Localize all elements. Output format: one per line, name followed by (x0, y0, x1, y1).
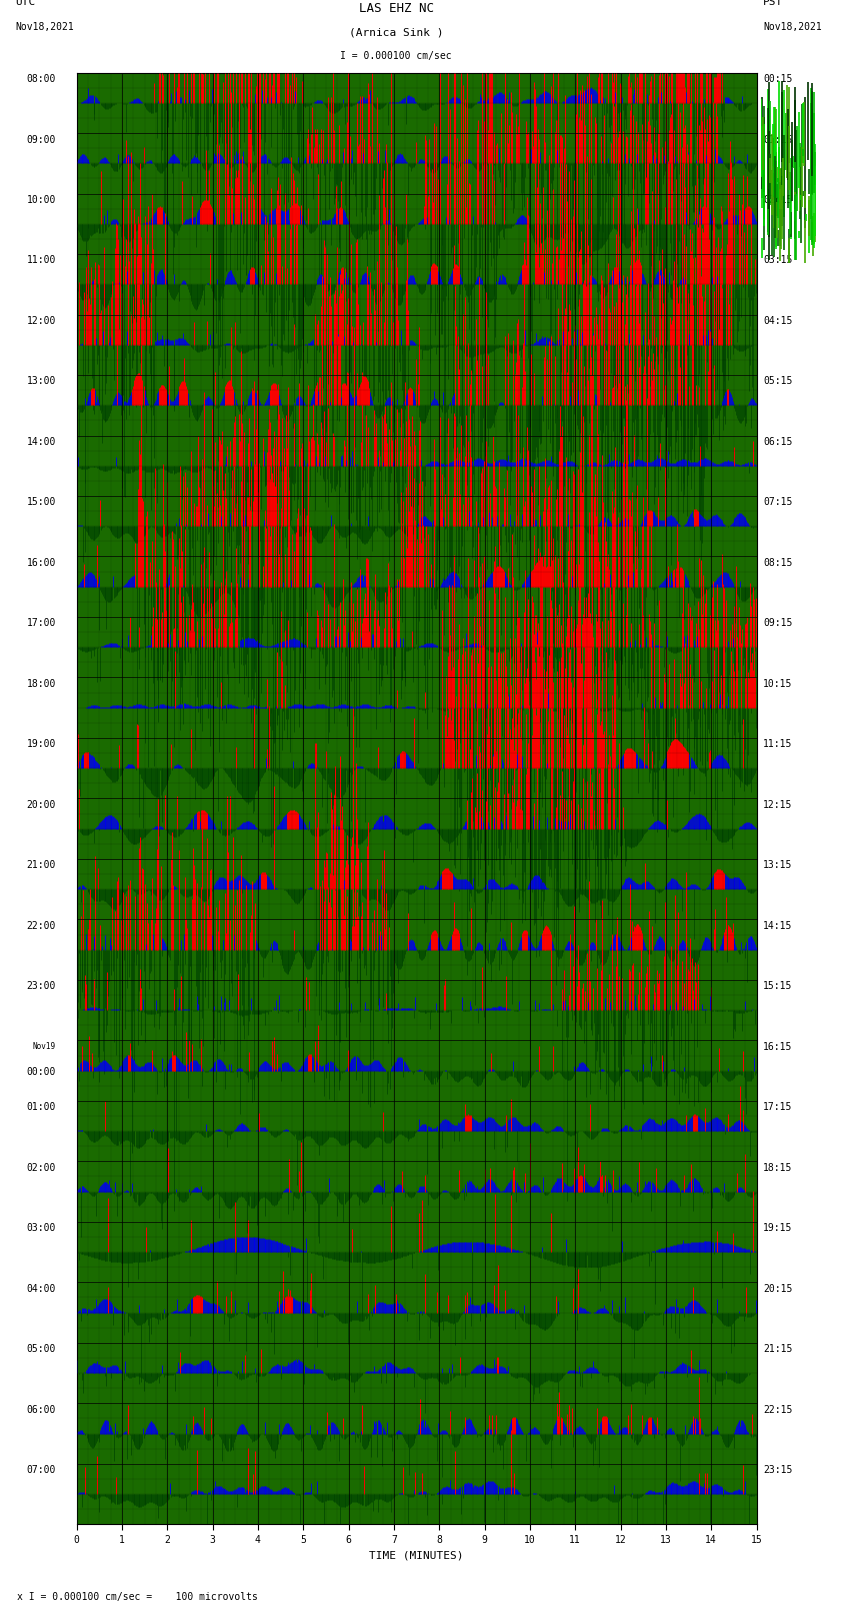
Text: 13:00: 13:00 (26, 376, 56, 387)
Text: Nov18,2021: Nov18,2021 (763, 23, 822, 32)
Text: 10:00: 10:00 (26, 195, 56, 205)
Text: Nov19: Nov19 (33, 1042, 56, 1050)
Text: 06:15: 06:15 (763, 437, 793, 447)
Text: 13:15: 13:15 (763, 860, 793, 871)
Text: x I = 0.000100 cm/sec =    100 microvolts: x I = 0.000100 cm/sec = 100 microvolts (17, 1592, 258, 1602)
Text: UTC: UTC (15, 0, 36, 6)
Text: 19:00: 19:00 (26, 739, 56, 750)
Text: 15:00: 15:00 (26, 497, 56, 508)
Text: 04:15: 04:15 (763, 316, 793, 326)
Text: 11:00: 11:00 (26, 255, 56, 266)
Text: 08:15: 08:15 (763, 558, 793, 568)
Text: 07:15: 07:15 (763, 497, 793, 508)
Text: 22:00: 22:00 (26, 921, 56, 931)
Text: 00:15: 00:15 (763, 74, 793, 84)
Text: 12:15: 12:15 (763, 800, 793, 810)
Text: 18:00: 18:00 (26, 679, 56, 689)
Text: 20:00: 20:00 (26, 800, 56, 810)
Text: 17:00: 17:00 (26, 618, 56, 629)
Text: 01:15: 01:15 (763, 134, 793, 145)
Text: 07:00: 07:00 (26, 1465, 56, 1476)
Text: 10:15: 10:15 (763, 679, 793, 689)
Text: 14:00: 14:00 (26, 437, 56, 447)
Text: 00:00: 00:00 (26, 1066, 56, 1076)
Text: I = 0.000100 cm/sec: I = 0.000100 cm/sec (340, 52, 452, 61)
Text: 18:15: 18:15 (763, 1163, 793, 1173)
Text: Nov18,2021: Nov18,2021 (15, 23, 74, 32)
Text: 15:15: 15:15 (763, 981, 793, 992)
Text: 17:15: 17:15 (763, 1102, 793, 1113)
X-axis label: TIME (MINUTES): TIME (MINUTES) (369, 1550, 464, 1560)
Text: 11:15: 11:15 (763, 739, 793, 750)
Text: 14:15: 14:15 (763, 921, 793, 931)
Text: 16:00: 16:00 (26, 558, 56, 568)
Text: 12:00: 12:00 (26, 316, 56, 326)
Text: 03:00: 03:00 (26, 1223, 56, 1234)
Text: (Arnica Sink ): (Arnica Sink ) (348, 27, 444, 37)
Text: 22:15: 22:15 (763, 1405, 793, 1415)
Text: 08:00: 08:00 (26, 74, 56, 84)
Text: 23:00: 23:00 (26, 981, 56, 992)
Text: 23:15: 23:15 (763, 1465, 793, 1476)
Text: 04:00: 04:00 (26, 1284, 56, 1294)
Text: 21:15: 21:15 (763, 1344, 793, 1355)
Text: 05:00: 05:00 (26, 1344, 56, 1355)
Text: 16:15: 16:15 (763, 1042, 793, 1052)
Text: 06:00: 06:00 (26, 1405, 56, 1415)
Text: 05:15: 05:15 (763, 376, 793, 387)
Text: 21:00: 21:00 (26, 860, 56, 871)
Text: 19:15: 19:15 (763, 1223, 793, 1234)
Text: 09:15: 09:15 (763, 618, 793, 629)
Text: 01:00: 01:00 (26, 1102, 56, 1113)
Text: 09:00: 09:00 (26, 134, 56, 145)
Text: PST: PST (763, 0, 784, 6)
Text: LAS EHZ NC: LAS EHZ NC (359, 2, 434, 15)
Text: 02:15: 02:15 (763, 195, 793, 205)
Text: 20:15: 20:15 (763, 1284, 793, 1294)
Text: 03:15: 03:15 (763, 255, 793, 266)
Text: 02:00: 02:00 (26, 1163, 56, 1173)
